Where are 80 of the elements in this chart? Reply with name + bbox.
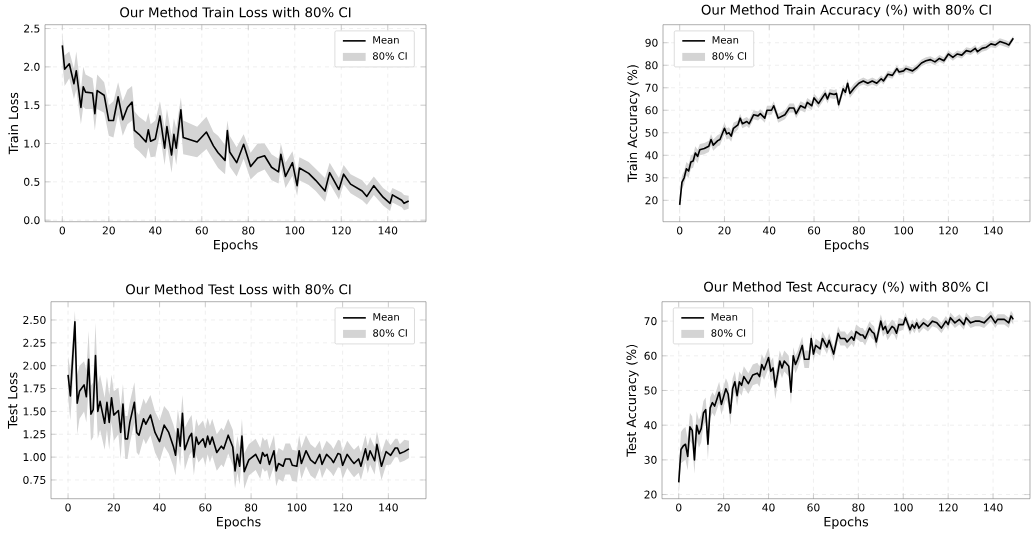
x-tick-label: 80 — [242, 226, 255, 235]
y-tick-label: 1.0 — [24, 139, 40, 148]
chart-title: Our Method Train Accuracy (%) with 80% CI — [701, 4, 991, 18]
x-tick-label: 120 — [939, 503, 958, 512]
annotation: 80% CI — [711, 329, 746, 337]
x-tick-label: 100 — [287, 503, 307, 512]
y-tick-label: 2.00 — [23, 361, 46, 370]
x-tick-label: 100 — [894, 226, 914, 235]
annotation: 80% CI — [712, 52, 747, 60]
y-tick-label: 20 — [645, 196, 658, 205]
x-tick-label: 100 — [285, 226, 305, 235]
y-axis-title: Train Accuracy (%) — [627, 65, 640, 183]
x-tick-label: 80 — [852, 503, 865, 512]
y-tick-label: 1.25 — [23, 430, 46, 439]
y-tick-label: 80 — [645, 61, 658, 70]
y-tick-label: 1.50 — [23, 407, 46, 416]
x-tick-label: 40 — [762, 226, 776, 235]
x-tick-label: 20 — [107, 503, 120, 512]
x-tick-label: 20 — [717, 503, 730, 512]
x-tick-label: 140 — [379, 503, 398, 512]
legend-label: Mean — [712, 36, 739, 44]
legend-label: Mean — [373, 313, 399, 321]
y-tick-label: 30 — [644, 455, 657, 464]
y-tick-label: 50 — [645, 128, 658, 137]
x-tick-label: 80 — [852, 226, 865, 235]
x-tick-label: 120 — [333, 503, 353, 512]
legend-label: Mean — [711, 313, 738, 321]
y-axis-title: Test Accuracy (%) — [626, 344, 639, 457]
x-tick-label: 20 — [102, 226, 115, 235]
x-tick-label: 0 — [59, 226, 66, 235]
annotation: 80% CI — [373, 329, 407, 337]
x-tick-label: 60 — [195, 226, 208, 235]
x-tick-label: 140 — [984, 226, 1003, 235]
y-tick-label: 1.5 — [24, 101, 40, 109]
y-tick-label: 40 — [645, 151, 658, 160]
x-tick-label: 140 — [378, 226, 398, 235]
y-tick-label: 2.25 — [23, 338, 46, 347]
y-tick-label: 1.00 — [23, 452, 46, 461]
chart-title: Our Method Test Accuracy (%) with 80% CI — [704, 281, 988, 295]
y-axis-title: Train Loss — [8, 92, 19, 155]
y-tick-label: 90 — [645, 38, 658, 47]
y-tick-label: 0.0 — [24, 215, 40, 225]
x-axis-title: Epochs — [825, 239, 869, 252]
x-tick-label: 60 — [808, 226, 821, 235]
chart-title: Our Method Test Loss with 80% CI — [125, 283, 351, 295]
y-tick-label: 2.50 — [23, 315, 46, 324]
y-tick-label: 60 — [645, 106, 658, 115]
y-tick-label: 1.75 — [23, 384, 46, 393]
y-tick-label: 0.5 — [24, 177, 40, 186]
y-tick-label: 30 — [645, 173, 658, 182]
chart-title: Our Method Train Loss with 80% CI — [120, 6, 351, 18]
y-axis-title: Test Loss — [7, 372, 18, 429]
legend-label: Mean — [373, 36, 399, 44]
x-axis-title: Epochs — [217, 516, 261, 529]
x-tick-label: 0 — [65, 503, 71, 512]
x-tick-label: 0 — [677, 226, 683, 235]
y-tick-label: 0.75 — [23, 475, 46, 484]
x-tick-label: 60 — [807, 503, 820, 512]
x-tick-label: 20 — [718, 226, 731, 235]
y-tick-label: 2.0 — [24, 62, 40, 71]
y-tick-label: 50 — [644, 386, 657, 395]
x-tick-label: 40 — [153, 503, 166, 512]
annotation: 80% CI — [372, 52, 407, 60]
y-tick-label: 40 — [644, 420, 657, 430]
x-tick-label: 80 — [245, 503, 258, 512]
y-tick-label: 2.5 — [24, 24, 40, 33]
x-tick-label: 140 — [984, 503, 1003, 512]
x-tick-label: 60 — [199, 503, 212, 512]
x-axis-title: Epochs — [214, 239, 258, 252]
x-tick-label: 120 — [332, 226, 351, 235]
y-tick-label: 60 — [644, 351, 657, 360]
x-tick-label: 40 — [149, 226, 162, 235]
x-axis-title: Epochs — [824, 516, 869, 529]
y-tick-label: 70 — [644, 316, 657, 325]
x-tick-label: 40 — [762, 503, 775, 512]
x-tick-label: 0 — [676, 503, 682, 512]
y-tick-label: 70 — [645, 83, 658, 92]
y-tick-label: 20 — [644, 490, 657, 499]
x-tick-label: 100 — [894, 503, 913, 512]
x-tick-label: 120 — [939, 226, 958, 235]
